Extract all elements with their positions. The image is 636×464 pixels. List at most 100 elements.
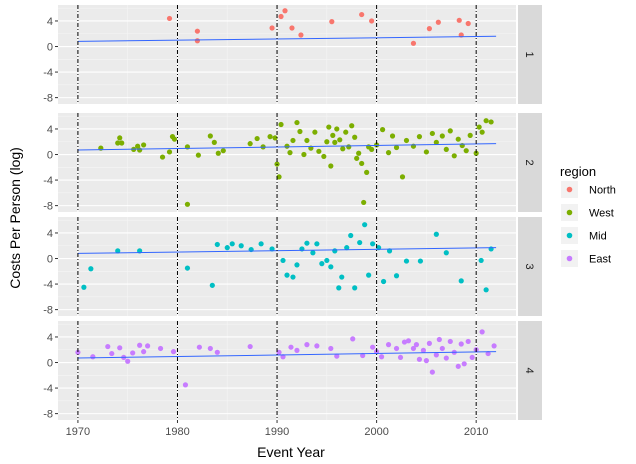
data-point xyxy=(403,258,410,264)
x-tick-label: 1980 xyxy=(165,426,189,438)
data-point xyxy=(194,38,200,44)
data-point xyxy=(433,352,439,358)
data-point xyxy=(455,363,461,369)
legend-label: North xyxy=(589,185,616,197)
legend-items: North West Mid East xyxy=(561,181,616,267)
data-point xyxy=(272,135,278,141)
data-point xyxy=(426,26,432,32)
data-point xyxy=(403,137,410,144)
data-point xyxy=(88,266,94,272)
trend-line xyxy=(77,143,497,151)
data-point xyxy=(214,241,220,248)
data-point xyxy=(336,285,342,291)
facet-strip xyxy=(518,217,542,316)
data-point xyxy=(195,152,201,158)
data-point xyxy=(289,25,295,31)
data-point xyxy=(135,143,141,149)
data-point xyxy=(426,340,432,346)
data-point xyxy=(364,169,370,175)
legend-key-dot xyxy=(566,209,573,216)
data-point xyxy=(207,345,213,352)
data-point xyxy=(117,345,123,351)
legend-item-east: East xyxy=(561,250,611,267)
data-point xyxy=(370,241,376,247)
data-point xyxy=(294,347,300,353)
data-point xyxy=(374,142,380,148)
data-point xyxy=(433,231,439,237)
legend-item-mid: Mid xyxy=(561,227,607,244)
data-point xyxy=(369,18,375,24)
panel-background xyxy=(58,217,516,316)
data-point xyxy=(105,343,111,350)
data-point xyxy=(476,124,482,130)
data-point xyxy=(429,369,435,375)
data-point xyxy=(334,126,340,132)
data-point xyxy=(451,153,457,159)
data-point xyxy=(301,151,307,158)
data-point xyxy=(397,354,404,361)
x-tick-label: 2010 xyxy=(464,426,488,438)
data-point xyxy=(330,132,336,138)
data-point xyxy=(370,344,376,350)
data-point xyxy=(194,28,200,34)
data-point xyxy=(247,141,253,147)
data-point xyxy=(214,349,220,355)
data-point xyxy=(115,248,121,254)
data-point xyxy=(359,160,365,167)
data-point xyxy=(298,32,304,38)
data-point xyxy=(443,250,449,256)
facet-strip-label: 3 xyxy=(523,263,535,269)
panel-background xyxy=(58,113,516,212)
facet-strip xyxy=(518,113,542,212)
facet-panel-1: 1 xyxy=(58,5,542,104)
data-point xyxy=(304,342,310,348)
facet-panels: 1 2 3 4 xyxy=(58,5,542,420)
x-tick-label: 2000 xyxy=(364,426,388,438)
y-tick-label: 4 xyxy=(47,228,53,240)
data-point xyxy=(410,345,417,352)
data-point xyxy=(346,144,352,150)
data-point xyxy=(479,329,485,335)
x-tick-label: 1970 xyxy=(66,426,90,438)
data-point xyxy=(393,273,400,279)
data-point xyxy=(350,336,356,342)
data-point xyxy=(159,154,166,160)
panel-background xyxy=(58,321,516,420)
facet-panel-3: 3 xyxy=(58,217,542,316)
data-point xyxy=(247,343,253,350)
y-tick-label: -4 xyxy=(43,67,53,79)
data-point xyxy=(349,123,355,129)
data-point xyxy=(287,150,293,156)
data-point xyxy=(352,134,358,140)
data-point xyxy=(284,143,290,149)
legend-title: region xyxy=(560,164,596,179)
data-point xyxy=(90,354,96,360)
data-point xyxy=(436,336,442,343)
data-point xyxy=(473,150,479,156)
trend-line xyxy=(77,247,497,254)
data-point xyxy=(316,148,322,154)
data-point xyxy=(254,135,260,142)
data-point xyxy=(423,358,429,364)
data-point xyxy=(326,124,332,130)
data-point xyxy=(328,264,334,270)
data-point xyxy=(115,140,121,146)
data-point xyxy=(137,147,143,153)
data-point xyxy=(465,338,471,345)
data-point xyxy=(357,239,363,246)
data-point xyxy=(294,119,300,126)
data-point xyxy=(361,199,367,206)
y-tick-label: 0 xyxy=(47,42,53,54)
legend-label: Mid xyxy=(589,231,607,243)
data-point xyxy=(184,201,191,207)
facet-strip xyxy=(518,5,542,104)
data-point xyxy=(141,142,147,148)
data-point xyxy=(324,257,330,264)
data-point xyxy=(81,284,87,290)
data-point xyxy=(321,153,327,160)
data-point xyxy=(182,382,189,388)
data-point xyxy=(276,349,282,355)
legend-item-west: West xyxy=(561,204,614,221)
data-point xyxy=(310,250,316,256)
